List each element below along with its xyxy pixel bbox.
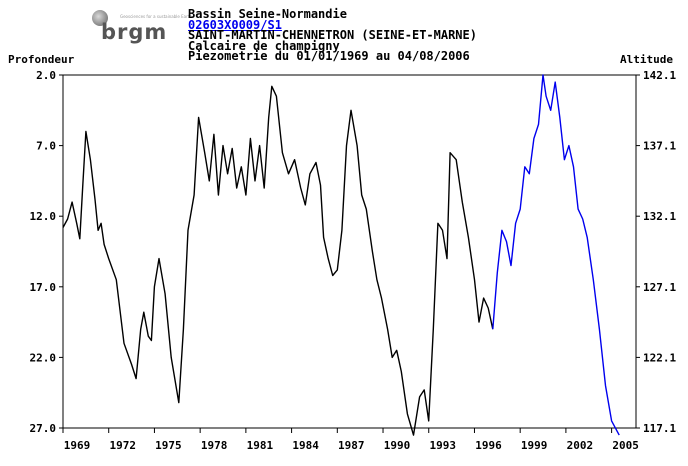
right-tick-label: 132.1 [643, 210, 676, 223]
x-tick-label: 1969 [64, 439, 91, 452]
brgm-emblem-icon [92, 10, 108, 26]
aquifer-name: Calcaire de champigny [188, 38, 340, 53]
left-axis-label: Profondeur [8, 53, 75, 66]
x-tick-label: 2002 [567, 439, 594, 452]
left-tick-label: 2.0 [36, 69, 56, 82]
x-tick-label: 1990 [384, 439, 411, 452]
x-tick-label: 1996 [475, 439, 502, 452]
brgm-logo: Geosciences for a sustainable Earth brgm [92, 8, 192, 44]
left-tick-label: 27.0 [30, 422, 57, 435]
logo-text: brgm [101, 20, 168, 44]
station-info: Bassin Seine-Normandie 02603X0009/S1 SAI… [188, 7, 477, 63]
station-location: SAINT-MARTIN-CHENNETRON (SEINE-ET-MARNE) [188, 28, 477, 42]
x-tick-label: 1981 [247, 439, 274, 452]
x-tick-label: 2005 [612, 439, 639, 452]
left-tick-label: 12.0 [30, 210, 57, 223]
left-tick-label: 7.0 [36, 140, 56, 153]
x-tick-label: 1993 [429, 439, 456, 452]
left-tick-label: 17.0 [30, 281, 57, 294]
right-tick-label: 122.1 [643, 351, 676, 364]
x-tick-label: 1978 [201, 439, 228, 452]
right-tick-label: 127.1 [643, 281, 676, 294]
station-code-link[interactable]: 02603X0009/S1 [188, 17, 282, 32]
plot-frame [62, 74, 637, 429]
series-line-recent [492, 74, 620, 436]
right-tick-label: 117.1 [643, 422, 676, 435]
x-tick-label: 1975 [155, 439, 182, 452]
x-tick-label: 1987 [338, 439, 365, 452]
right-tick-label: 142.1 [643, 69, 676, 82]
logo-tagline: Geosciences for a sustainable Earth [120, 14, 192, 19]
x-tick-label: 1984 [292, 439, 319, 452]
right-axis-label: Altitude [620, 53, 673, 66]
series-line-past [62, 85, 494, 436]
left-tick-label: 22.0 [30, 351, 57, 364]
right-tick-label: 137.1 [643, 140, 676, 153]
chart-header: Geosciences for a sustainable Earth brgm… [0, 0, 688, 80]
x-tick-label: 1972 [109, 439, 136, 452]
basin-name: Bassin Seine-Normandie [188, 7, 347, 21]
x-tick-label: 1999 [521, 439, 548, 452]
period-description: Piezometrie du 01/01/1969 au 04/08/2006 [188, 49, 470, 63]
